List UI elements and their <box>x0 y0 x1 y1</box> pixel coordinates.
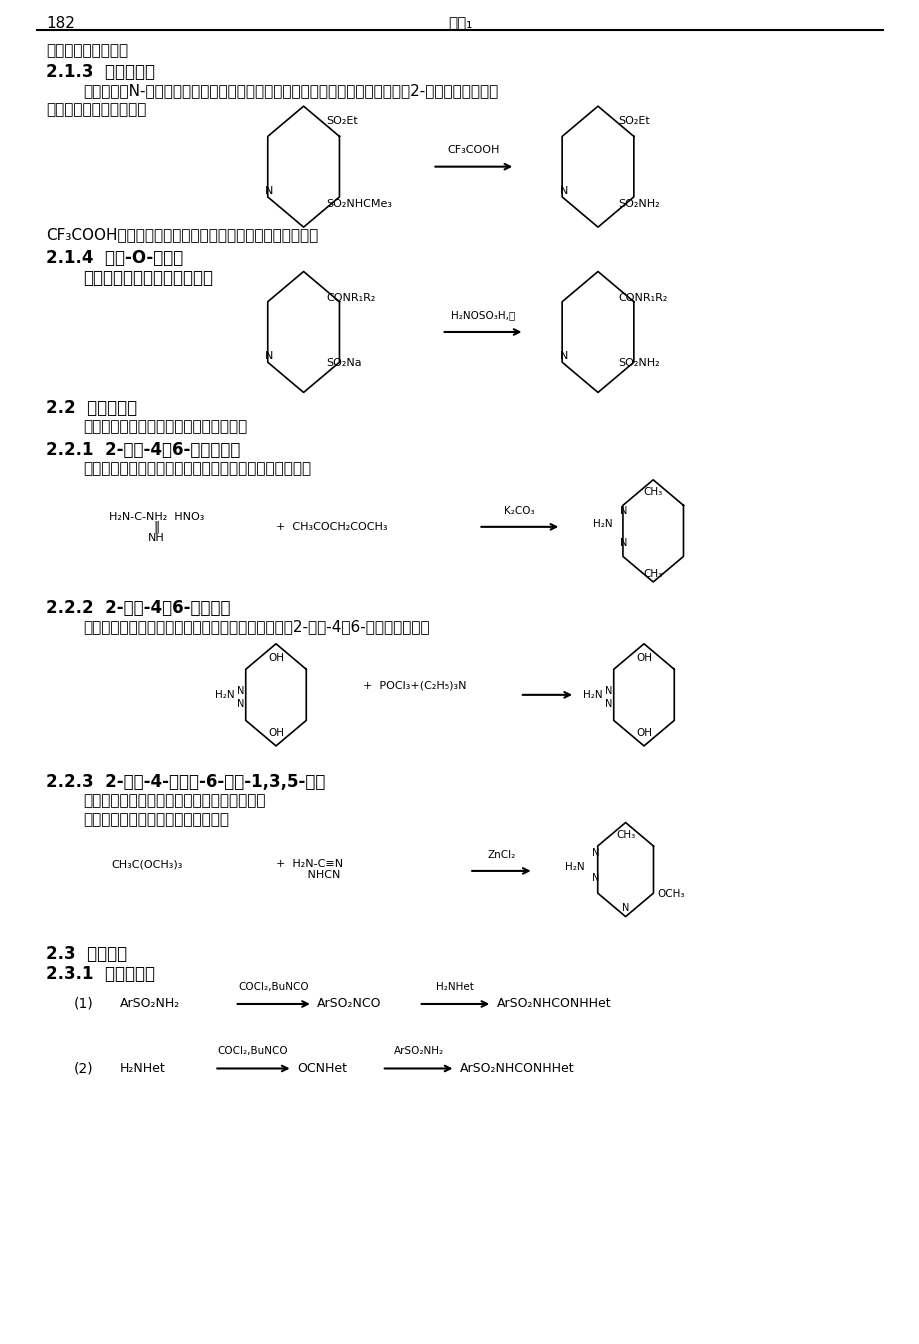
Text: H₂NOSO₃H,碱: H₂NOSO₃H,碱 <box>450 310 515 320</box>
Text: NH: NH <box>148 532 165 543</box>
Text: OH: OH <box>267 653 284 663</box>
Text: H₂N-C-NH₂  HNO₃: H₂N-C-NH₂ HNO₃ <box>108 512 204 523</box>
Text: SO₂Et: SO₂Et <box>618 116 650 126</box>
Text: N: N <box>619 538 627 548</box>
Text: SO₂NH₂: SO₂NH₂ <box>618 358 659 368</box>
Text: 此为嘧磺隆的中间体，以硝酸胍、乙酰丙酮为原料制备。: 此为嘧磺隆的中间体，以硝酸胍、乙酰丙酮为原料制备。 <box>83 461 311 476</box>
Text: N: N <box>265 185 274 196</box>
Text: CH₃: CH₃ <box>643 488 662 497</box>
Text: 182: 182 <box>46 16 74 31</box>
Text: 烟嘧磺隆中间体磺酰胺的合成: 烟嘧磺隆中间体磺酰胺的合成 <box>83 269 212 286</box>
Text: CONR₁R₂: CONR₁R₂ <box>618 293 667 304</box>
Text: N: N <box>592 872 599 883</box>
Text: OCH₃: OCH₃ <box>657 888 685 899</box>
Text: 2.2.1  2-氨基-4，6-二甲基嘧啶: 2.2.1 2-氨基-4，6-二甲基嘧啶 <box>46 441 240 458</box>
Text: CH₃C(OCH₃)₃: CH₃C(OCH₃)₃ <box>111 859 183 870</box>
Text: COCl₂,BuNCO: COCl₂,BuNCO <box>238 982 308 992</box>
Text: K₂CO₃: K₂CO₃ <box>504 507 535 516</box>
Text: CH₃: CH₃ <box>616 831 634 840</box>
Text: N: N <box>237 685 244 696</box>
Text: SO₂Et: SO₂Et <box>326 116 358 126</box>
Text: N: N <box>605 699 612 710</box>
Text: H₂N: H₂N <box>583 689 602 700</box>
Text: CONR₁R₂: CONR₁R₂ <box>326 293 376 304</box>
Text: 通常先制成N-叔丁基磺酰胺，再经三氟乙酸处理，制得目标产物。文献描述了以2-卤代吡啶为原料合: 通常先制成N-叔丁基磺酰胺，再经三氟乙酸处理，制得目标产物。文献描述了以2-卤代… <box>83 83 497 98</box>
Text: OH: OH <box>635 653 652 663</box>
Text: 2.3  成桥反应: 2.3 成桥反应 <box>46 945 127 962</box>
Text: H₂NHet: H₂NHet <box>436 982 474 992</box>
Text: OCNHet: OCNHet <box>297 1062 346 1075</box>
Text: 2.2  杂环的合成: 2.2 杂环的合成 <box>46 399 137 417</box>
Text: N: N <box>605 685 612 696</box>
Text: 磺酰脲除草剂杂环多为嘧啶环或三嗪环。: 磺酰脲除草剂杂环多为嘧啶环或三嗪环。 <box>83 419 247 434</box>
Text: CH₃: CH₃ <box>643 569 662 578</box>
Text: 2.2.2  2-氨基-4，6-二氯嘧啶: 2.2.2 2-氨基-4，6-二氯嘧啶 <box>46 599 231 617</box>
Text: 此为甲磺隆、绿磺隆、噻吩磺隆等的中间体。: 此为甲磺隆、绿磺隆、噻吩磺隆等的中间体。 <box>83 793 265 808</box>
Text: N: N <box>592 848 599 859</box>
Text: COCl₂,BuNCO: COCl₂,BuNCO <box>218 1047 288 1056</box>
Text: 合成₁: 合成₁ <box>448 16 471 31</box>
Text: CF₃COOH: CF₃COOH <box>448 145 499 155</box>
Text: 2.1.3  三氟乙酸法: 2.1.3 三氟乙酸法 <box>46 63 154 81</box>
Text: N: N <box>621 903 629 913</box>
Text: ZnCl₂: ZnCl₂ <box>487 851 515 860</box>
Text: CF₃COOH是一种特殊试剂，价格昂贵，不适于工业化生产。: CF₃COOH是一种特殊试剂，价格昂贵，不适于工业化生产。 <box>46 227 318 242</box>
Text: SO₂Na: SO₂Na <box>326 358 362 368</box>
Text: OH: OH <box>635 728 652 738</box>
Text: +  POCl₃+(C₂H₅)₃N: + POCl₃+(C₂H₅)₃N <box>363 680 467 691</box>
Text: 2.2.3  2-氨基-4-甲氧基-6-甲基-1,3,5-三嗪: 2.2.3 2-氨基-4-甲氧基-6-甲基-1,3,5-三嗪 <box>46 773 325 790</box>
Text: SO₂NHCMe₃: SO₂NHCMe₃ <box>326 199 392 210</box>
Text: N: N <box>237 699 244 710</box>
Text: H₂N: H₂N <box>593 519 612 530</box>
Text: N: N <box>559 185 568 196</box>
Text: NHCN: NHCN <box>276 870 340 880</box>
Text: SO₂NH₂: SO₂NH₂ <box>618 199 659 210</box>
Text: ArSO₂NH₂: ArSO₂NH₂ <box>119 997 179 1011</box>
Text: ArSO₂NHCONHHet: ArSO₂NHCONHHet <box>460 1062 574 1075</box>
Text: H₂N: H₂N <box>215 689 234 700</box>
Text: 以原乙酸三甲酯与双氰胺反应制备。: 以原乙酸三甲酯与双氰胺反应制备。 <box>83 812 229 827</box>
Text: N: N <box>559 351 568 362</box>
Text: N: N <box>265 351 274 362</box>
Text: N: N <box>619 505 627 516</box>
Text: 2.1.4  羟胺-O-磺酸法: 2.1.4 羟胺-O-磺酸法 <box>46 249 183 266</box>
Text: ArSO₂NHCONHHet: ArSO₂NHCONHHet <box>496 997 611 1011</box>
Text: OH: OH <box>267 728 284 738</box>
Text: 2.3.1  异氰酸酯法: 2.3.1 异氰酸酯法 <box>46 965 154 982</box>
Text: ArSO₂NH₂: ArSO₂NH₂ <box>393 1047 443 1056</box>
Text: (1): (1) <box>74 997 93 1011</box>
Text: 成所需邻酯磺酰胺。: 成所需邻酯磺酰胺。 <box>46 43 128 58</box>
Text: 成玉嘧磺隆中间体的方法: 成玉嘧磺隆中间体的方法 <box>46 102 146 117</box>
Text: H₂N: H₂N <box>564 862 584 872</box>
Text: ArSO₂NCO: ArSO₂NCO <box>317 997 381 1011</box>
Text: ‖: ‖ <box>153 520 159 534</box>
Text: (2): (2) <box>74 1062 93 1075</box>
Text: +  H₂N-C≡N: + H₂N-C≡N <box>276 859 343 870</box>
Text: H₂NHet: H₂NHet <box>119 1062 165 1075</box>
Text: 此为苄嘧磺隆、烟嘧磺隆等的中间体，也可用于制备2-氨基-4，6-二甲氧基嘧啶。: 此为苄嘧磺隆、烟嘧磺隆等的中间体，也可用于制备2-氨基-4，6-二甲氧基嘧啶。 <box>83 620 429 634</box>
Text: +  CH₃COCH₂COCH₃: + CH₃COCH₂COCH₃ <box>276 521 387 532</box>
